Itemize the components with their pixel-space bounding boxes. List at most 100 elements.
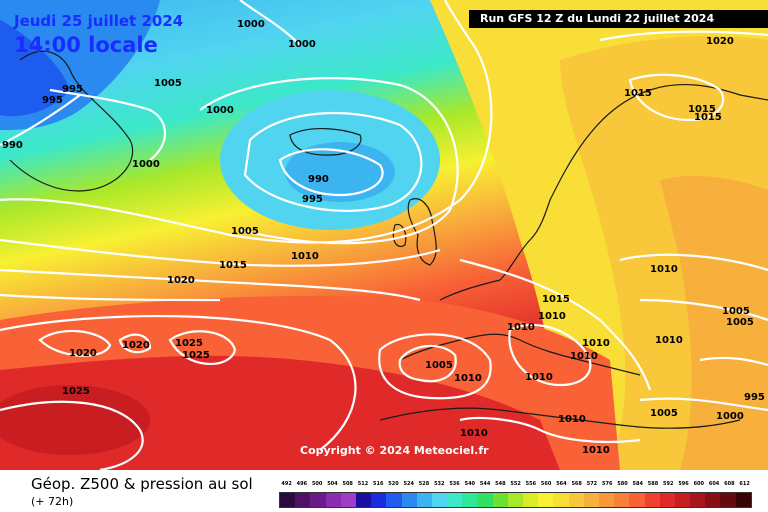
mediterranean-north-coast xyxy=(399,333,641,376)
map-canvas: 1000 1000 995 990 1005 995 1000 1000 990… xyxy=(0,0,768,470)
isobar-label: 1000 xyxy=(716,411,744,422)
legend-label: 512 xyxy=(357,481,369,487)
legend-swatch xyxy=(340,493,356,507)
isobar-label: 1010 xyxy=(525,372,553,383)
isobar-1020-ring-b xyxy=(118,333,152,354)
isobar-1010-europe xyxy=(459,258,652,391)
model-run-label: Run GFS 12 Z du Lundi 22 juillet 2024 xyxy=(469,10,768,28)
legend-swatch xyxy=(553,493,569,507)
isobar-1010-iberia xyxy=(378,333,492,400)
isobar-label: 1005 xyxy=(722,306,750,317)
weather-map: 1000 1000 995 990 1005 995 1000 1000 990… xyxy=(0,0,768,470)
legend-swatch xyxy=(598,493,615,507)
legend-label: 572 xyxy=(586,481,598,487)
map-footer: Géop. Z500 & pression au sol (+ 72h) 492… xyxy=(0,470,768,512)
legend-label: 492 xyxy=(281,481,292,487)
legend-label: 592 xyxy=(663,481,674,487)
isobar-label: 1025 xyxy=(175,338,203,349)
isobar-label: 1005 xyxy=(726,317,754,328)
russia-warm-zone xyxy=(660,175,768,470)
isobar-label: 1000 xyxy=(237,19,265,30)
legend-color-bar xyxy=(279,492,752,508)
isobar-label: 1020 xyxy=(69,348,97,359)
legend-swatch xyxy=(280,493,296,507)
isobar-label: 1010 xyxy=(582,338,610,349)
isobar-990-west xyxy=(0,94,81,146)
isobar-label: 1010 xyxy=(454,373,482,384)
deep-low-zone xyxy=(0,20,70,117)
isobar-1020-north xyxy=(599,30,768,42)
legend-label: 604 xyxy=(708,481,720,487)
legend-labels: 492 496 500 504 508 512 516 520 524 528 532 536 540 5… xyxy=(279,481,752,491)
legend-label: 556 xyxy=(525,481,537,487)
isobar-1010-italy xyxy=(508,323,592,387)
isobar-label: 1000 xyxy=(288,39,316,50)
isobar-label: 995 xyxy=(62,84,83,95)
isobar-label: 1025 xyxy=(62,386,90,397)
isobar-label: 1015 xyxy=(219,260,247,271)
legend-swatch xyxy=(371,493,387,507)
north-africa-coast xyxy=(379,407,741,429)
legend-swatch xyxy=(295,493,311,507)
isobar-label: 1025 xyxy=(182,350,210,361)
isobar-label: 1020 xyxy=(167,275,195,286)
isobar-labels: 1000 1000 995 990 1005 995 1000 1000 990… xyxy=(2,19,765,456)
isobar-label: 990 xyxy=(2,140,23,151)
legend-swatch xyxy=(735,493,751,507)
legend-label: 536 xyxy=(449,481,460,487)
legend-label: 580 xyxy=(617,481,628,487)
isobar-label: 1010 xyxy=(655,335,683,346)
isobar-1000-north xyxy=(239,0,301,46)
isobar-1000-east xyxy=(639,397,768,412)
isobar-label: 1000 xyxy=(206,105,234,116)
isobar-label: 995 xyxy=(302,194,323,205)
isobar-995-east xyxy=(699,356,768,367)
isobar-label: 1010 xyxy=(582,445,610,456)
isobar-label: 1015 xyxy=(624,88,652,99)
isobar-1015 xyxy=(0,268,421,302)
isobar-label: 1010 xyxy=(558,414,586,425)
legend-swatch xyxy=(492,493,508,507)
isobar-label: 990 xyxy=(308,174,329,185)
legend-swatch xyxy=(462,493,478,507)
legend-label: 496 xyxy=(296,481,308,487)
map-title: Géop. Z500 & pression au sol xyxy=(31,475,253,493)
legend-swatch xyxy=(614,493,630,507)
isobar-label: 1000 xyxy=(132,159,160,170)
isobar-1025-outer xyxy=(0,315,357,451)
ireland-coastline xyxy=(392,223,407,247)
legend-swatch xyxy=(523,493,539,507)
isobar-label: 1005 xyxy=(650,408,678,419)
greenland-coastline xyxy=(9,50,134,192)
legend-label: 560 xyxy=(540,481,552,487)
legend-swatch xyxy=(310,493,326,507)
color-legend: 492 496 500 504 508 512 516 520 524 528 532 536 540 5… xyxy=(279,481,752,509)
isobar-label: 1015 xyxy=(688,104,716,115)
isobar-1005-iberia xyxy=(398,344,457,383)
legend-swatch xyxy=(629,493,645,507)
isobar-label: 995 xyxy=(744,392,765,403)
isobar-label: 1010 xyxy=(538,311,566,322)
legend-label: 600 xyxy=(693,481,705,487)
isobar-label: 995 xyxy=(42,95,63,106)
legend-swatch xyxy=(538,493,554,507)
legend-swatch xyxy=(447,493,463,507)
isobar-label: 1010 xyxy=(650,264,678,275)
isobar-1020-ring-a xyxy=(38,329,112,357)
legend-label: 532 xyxy=(434,481,445,487)
legend-swatch xyxy=(644,493,660,507)
isobar-1010-africa xyxy=(459,416,641,444)
isobar-label: 1005 xyxy=(231,226,259,237)
legend-label: 504 xyxy=(327,481,338,487)
legend-label: 564 xyxy=(556,481,567,487)
isobar-label: 1020 xyxy=(706,36,734,47)
legend-label: 524 xyxy=(403,481,414,487)
legend-label: 584 xyxy=(632,481,643,487)
isobar-1015-north xyxy=(628,73,725,122)
isobar-990-iceland xyxy=(278,148,384,197)
legend-label: 544 xyxy=(479,481,491,487)
legend-swatch xyxy=(720,493,736,507)
isobar-1000-iceland xyxy=(199,77,459,245)
legend-swatch xyxy=(690,493,706,507)
